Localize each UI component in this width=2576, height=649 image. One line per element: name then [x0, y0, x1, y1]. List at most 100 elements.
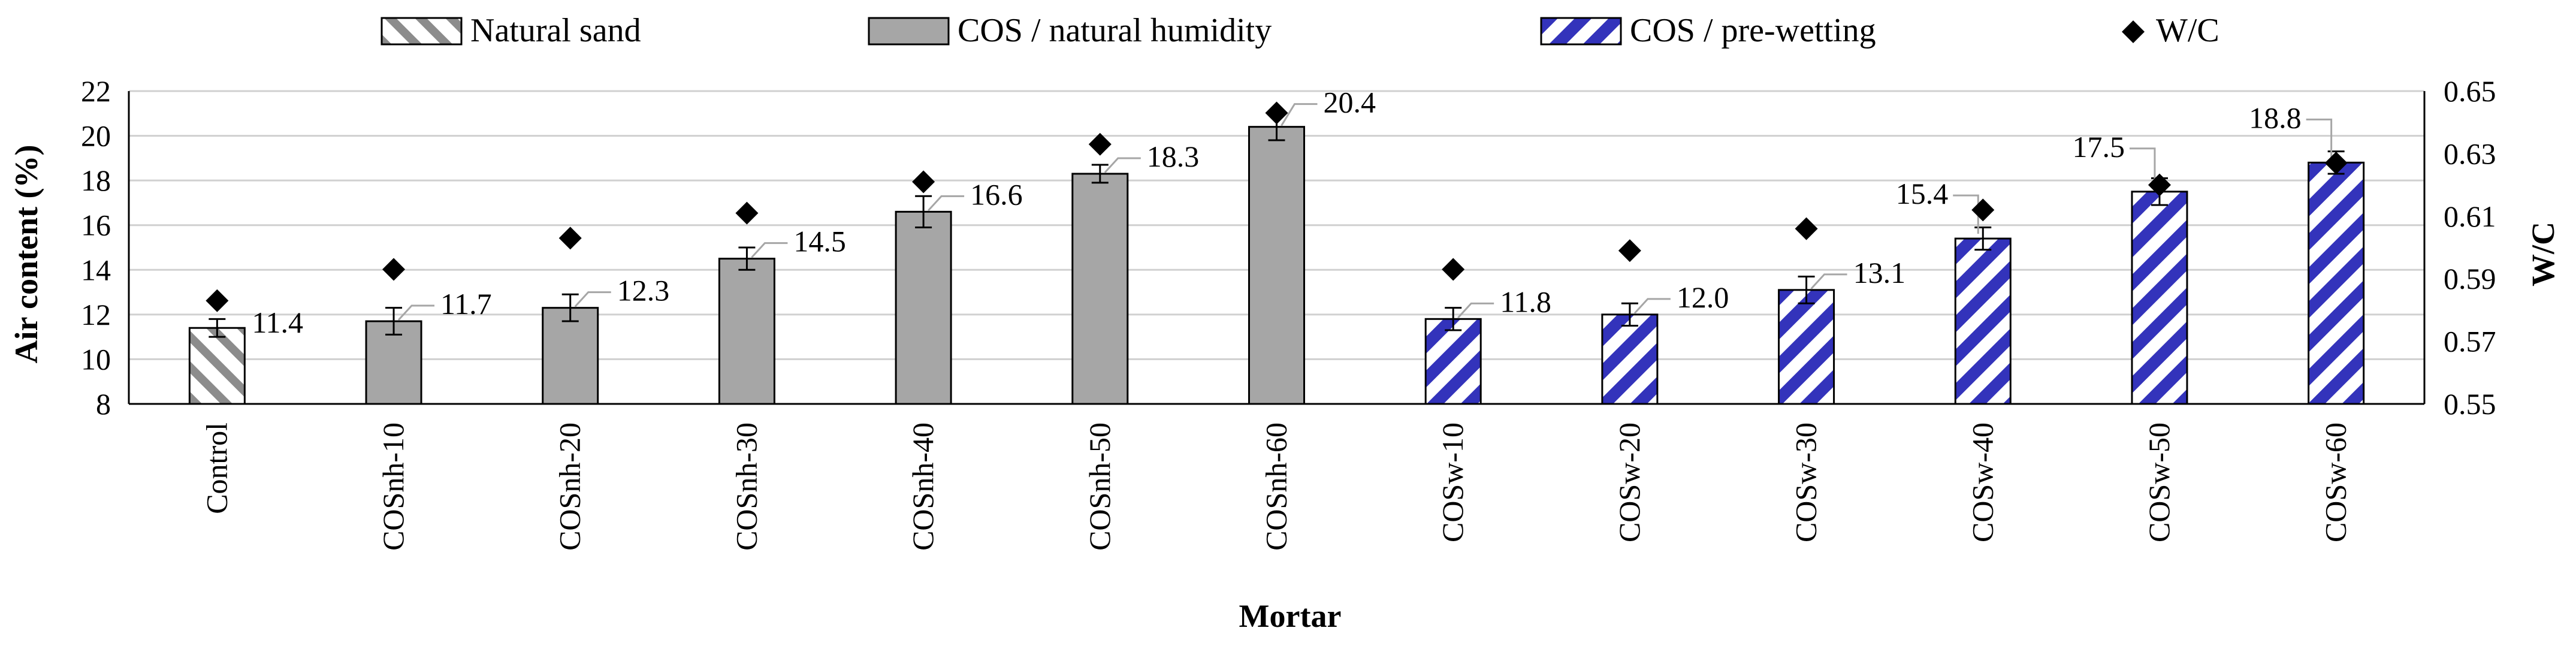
- legend-swatch-cos-pre-wetting: [1540, 17, 1622, 46]
- axes: 8 10 12 14 16 18 20 22 0.55 0.57 0.59 0.61 0.63 0.65 C…: [81, 74, 2496, 551]
- x-tick-label: COSnh-40: [906, 422, 940, 551]
- label-leader: [1810, 273, 1847, 289]
- error-bar: [1798, 275, 1815, 304]
- wc-marker: [558, 227, 582, 250]
- bar-cosw-20: [1601, 313, 1659, 405]
- data-label: 11.8: [1500, 285, 1551, 318]
- wc-markers: [206, 101, 2348, 312]
- y-tick-label: 14: [81, 253, 111, 286]
- data-labels: 11.4 11.7 12.3 14.5 16.6 18.3 20.4 11.8 12.0 13.1…: [252, 86, 2301, 340]
- bar-cosw-60: [2308, 161, 2365, 405]
- legend-item-cos-pre-wetting: COS / pre-wetting: [1540, 12, 1876, 49]
- label-leader: [751, 242, 788, 258]
- legend-label-natural-sand: Natural sand: [470, 12, 641, 49]
- error-bar: [561, 293, 579, 322]
- bar-cosnh-60: [1248, 126, 1305, 405]
- x-tick-label: COSnh-10: [376, 422, 410, 551]
- y2-axis-title: W/C: [2525, 222, 2561, 286]
- x-tick-label: COSw-10: [1436, 422, 1469, 542]
- label-leader: [574, 291, 611, 307]
- x-tick-label: COSw-60: [2319, 422, 2352, 542]
- y-tick-label: 12: [81, 298, 111, 331]
- error-bar: [738, 246, 756, 271]
- wc-marker: [382, 258, 406, 281]
- wc-marker: [1088, 132, 1112, 156]
- data-label: 12.3: [617, 274, 670, 307]
- x-tick-label: COSw-40: [1965, 422, 1999, 542]
- label-leader: [1281, 103, 1318, 126]
- bar-control: [188, 327, 246, 405]
- data-label: 11.4: [252, 306, 303, 339]
- bars: [188, 126, 2365, 405]
- label-leader: [928, 195, 965, 212]
- label-leader: [397, 304, 435, 321]
- error-bar: [1091, 164, 1109, 184]
- y2-tick-label: 0.55: [2444, 387, 2496, 421]
- data-label: 12.0: [1677, 280, 1729, 314]
- wc-marker: [2148, 173, 2171, 197]
- y2-tick-label: 0.57: [2444, 325, 2496, 358]
- label-leaders: [397, 103, 2333, 321]
- x-tick-label: COSnh-60: [1260, 422, 1293, 551]
- legend-label-wc: W/C: [2156, 12, 2219, 49]
- data-label: 18.8: [2249, 101, 2302, 134]
- y2-tick-label: 0.63: [2444, 137, 2496, 170]
- data-label: 17.5: [2072, 130, 2125, 164]
- x-tick-label: COSnh-50: [1083, 422, 1116, 551]
- wc-marker: [206, 289, 229, 312]
- y2-tick-label: 0.61: [2444, 200, 2496, 233]
- wc-marker: [1265, 101, 1288, 125]
- x-axis-title: Mortar: [1239, 598, 1342, 634]
- bar-cosnh-50: [1071, 173, 1129, 405]
- legend-label-cos-pre-wetting: COS / pre-wetting: [1630, 12, 1876, 49]
- x-tick-label: Control: [200, 422, 233, 514]
- data-label: 15.4: [1896, 177, 1949, 210]
- legend-marker-wc: [2122, 20, 2145, 43]
- error-bar: [385, 307, 403, 336]
- legend-label-cos-natural-humidity: COS / natural humidity: [958, 12, 1272, 49]
- legend-item-natural-sand: Natural sand: [380, 12, 641, 49]
- y-tick-label: 22: [81, 74, 111, 108]
- y-tick-label: 10: [81, 342, 111, 376]
- bar-cosnh-40: [895, 210, 952, 405]
- legend-item-cos-natural-humidity: COS / natural humidity: [868, 12, 1272, 49]
- x-tick-label: COSnh-20: [553, 422, 587, 551]
- label-leader: [1104, 157, 1141, 173]
- wc-marker: [1442, 258, 1465, 281]
- label-leader: [2129, 147, 2156, 187]
- y-tick-label: 18: [81, 164, 111, 197]
- label-leader: [1633, 298, 1671, 314]
- wc-marker: [2324, 152, 2348, 175]
- x-tick-label: COSw-50: [2142, 422, 2176, 542]
- data-label: 13.1: [1853, 256, 1906, 289]
- legend: Natural sand COS / natural humidity COS …: [380, 12, 2219, 49]
- legend-swatch-cos-natural-humidity: [868, 17, 950, 46]
- data-label: 11.7: [440, 287, 492, 321]
- data-label: 14.5: [793, 225, 846, 258]
- x-tick-label: COSw-30: [1789, 422, 1823, 542]
- bar-cosnh-20: [542, 307, 599, 405]
- legend-item-wc: W/C: [2122, 12, 2219, 49]
- data-label: 18.3: [1147, 140, 1200, 173]
- wc-marker: [1618, 239, 1641, 262]
- bar-cosw-50: [2131, 191, 2188, 405]
- error-bar: [209, 318, 226, 338]
- legend-swatch-natural-sand: [380, 17, 463, 46]
- y-tick-label: 20: [81, 119, 111, 153]
- error-bar: [1621, 302, 1638, 327]
- wc-marker: [1971, 198, 1995, 222]
- x-tick-label: COSnh-30: [729, 422, 763, 551]
- y2-tick-label: 0.65: [2444, 74, 2496, 108]
- x-tick-label: COSw-20: [1612, 422, 1646, 542]
- label-leader: [1953, 194, 1979, 234]
- y-tick-label: 8: [96, 387, 111, 421]
- bar-cosw-10: [1424, 318, 1482, 405]
- bar-cosw-30: [1778, 289, 1835, 405]
- error-bar: [915, 195, 932, 228]
- bar-cosw-40: [1954, 237, 2012, 405]
- wc-marker: [735, 201, 759, 225]
- label-leader: [1457, 302, 1494, 319]
- y-axis-title: Air content (%): [8, 145, 44, 364]
- y-tick-label: 16: [81, 209, 111, 242]
